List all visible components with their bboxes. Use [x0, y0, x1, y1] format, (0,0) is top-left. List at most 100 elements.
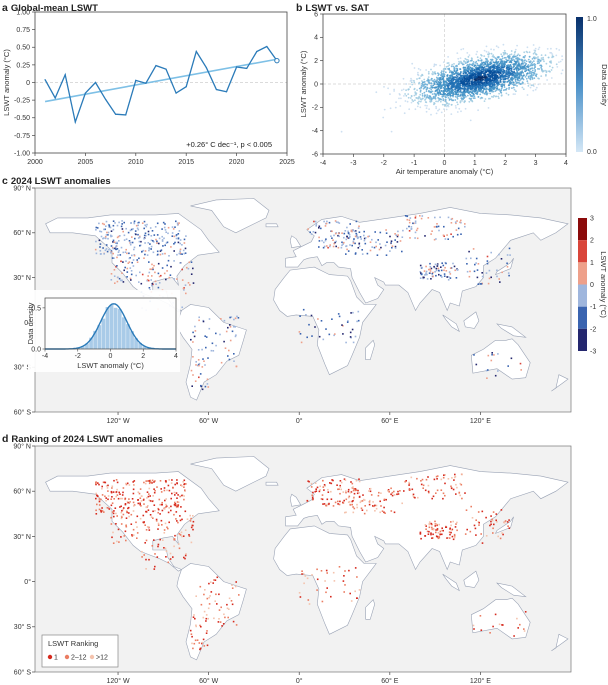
lake-marker [387, 489, 390, 491]
japan-landmass [494, 258, 514, 276]
lake-marker [137, 228, 140, 231]
scatter-point [534, 50, 537, 52]
scatter-point [545, 71, 548, 74]
lake-marker [151, 482, 153, 484]
lake-marker [185, 553, 187, 555]
lake-marker [492, 527, 494, 530]
colorbar-tick-label: -1 [590, 304, 596, 311]
scatter-point [551, 55, 554, 57]
lake-marker [335, 221, 338, 223]
lake-marker [167, 561, 170, 564]
scatter-point [448, 91, 451, 94]
lake-marker [487, 282, 490, 285]
lake-marker [130, 279, 132, 281]
lake-marker [490, 276, 492, 279]
scatter-point [389, 107, 392, 110]
scatter-point [451, 90, 454, 93]
scatter-point [410, 101, 413, 104]
lake-marker [137, 237, 140, 239]
scatter-point [493, 61, 496, 64]
scatter-point [490, 52, 493, 55]
lake-marker [151, 479, 154, 482]
lake-marker [179, 262, 182, 264]
lake-marker [350, 600, 353, 602]
scatter-point [430, 98, 433, 101]
scatter-points [340, 43, 564, 133]
scatter-point [437, 85, 440, 87]
lake-marker [192, 374, 194, 376]
lake-marker [442, 497, 444, 500]
lake-marker [173, 513, 175, 516]
scatter-point [518, 54, 521, 57]
scatter-point [459, 94, 462, 97]
colorbar-segment [578, 328, 587, 351]
scatter-point [467, 65, 470, 68]
lake-marker [435, 238, 437, 240]
scatter-point [478, 76, 480, 78]
data-point [94, 81, 97, 84]
lake-marker [126, 482, 129, 485]
lake-marker [140, 500, 143, 502]
lake-marker [334, 241, 336, 244]
lake-marker [402, 229, 404, 232]
scatter-point [444, 98, 447, 101]
lake-marker [102, 237, 104, 240]
lat-tick-label: 60° S [14, 668, 32, 676]
scatter-point [537, 83, 540, 86]
lake-marker [234, 317, 237, 320]
scatter-point [526, 82, 529, 84]
lake-marker [464, 223, 466, 225]
scatter-point [428, 90, 430, 93]
lake-marker [500, 258, 503, 260]
lake-marker [312, 491, 314, 494]
scatter-point [452, 84, 455, 87]
lake-marker [110, 498, 112, 500]
scatter-point [462, 87, 465, 90]
lake-marker [105, 244, 108, 246]
lake-marker [367, 235, 369, 238]
lake-marker [142, 514, 145, 517]
northAmerica-landmass [45, 471, 220, 572]
scatter-point [500, 53, 503, 56]
scatter-point [521, 86, 524, 89]
lake-marker [340, 246, 343, 249]
lake-marker [443, 269, 445, 272]
lake-marker [173, 278, 176, 280]
lake-marker [449, 273, 452, 275]
scatter-point [454, 105, 457, 107]
scatter-point [526, 46, 529, 49]
lake-marker [408, 488, 411, 490]
scatter-point [474, 90, 476, 93]
lake-marker [419, 271, 422, 273]
scatter-point [478, 83, 480, 86]
lake-marker [181, 253, 183, 255]
scatter-point [497, 95, 500, 98]
x-tick-label: -1 [411, 160, 417, 167]
lake-marker [414, 231, 417, 234]
lake-marker [439, 532, 441, 535]
lake-marker [359, 501, 362, 504]
lake-marker [233, 360, 235, 362]
scatter-point [447, 65, 449, 68]
lake-marker [338, 488, 340, 490]
lake-marker [486, 377, 488, 379]
lake-marker [492, 511, 495, 513]
lake-marker [461, 473, 463, 476]
lake-marker [160, 491, 163, 493]
lake-marker [478, 521, 480, 524]
lake-marker [303, 582, 305, 585]
lake-marker [122, 230, 124, 233]
lon-tick-label: 120° E [470, 677, 491, 685]
scatter-point [457, 77, 459, 80]
scatter-point [484, 82, 487, 85]
scatter-point [494, 86, 497, 89]
lake-marker [421, 215, 424, 217]
lake-marker [343, 499, 345, 502]
lake-marker [137, 224, 139, 227]
lake-marker [121, 272, 123, 274]
scatter-point [456, 52, 459, 54]
scatter-point [524, 59, 526, 61]
scatter-point [475, 81, 478, 84]
scatter-point [492, 90, 495, 93]
lake-marker [220, 606, 222, 609]
